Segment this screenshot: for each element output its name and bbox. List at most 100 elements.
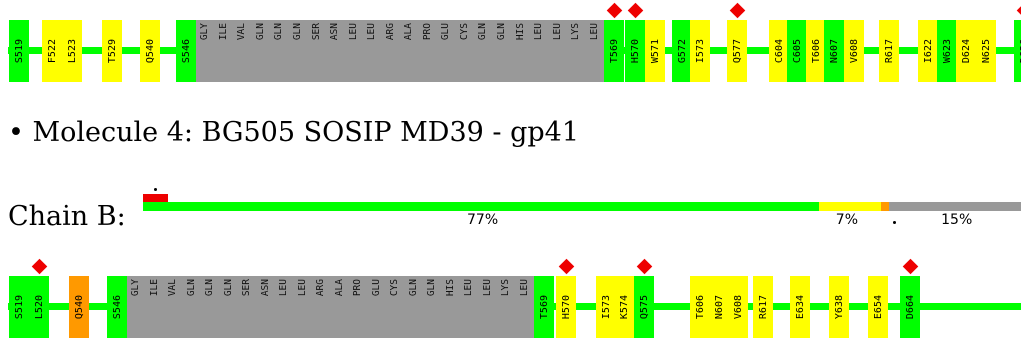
outlier-diamond-icon [31, 258, 47, 275]
residue-label: W623 [941, 38, 953, 64]
chain-quality-bar [143, 202, 1021, 211]
missing-residue-label: GLN [204, 279, 216, 297]
top-residue-i622: I622 [918, 20, 938, 82]
residue-label: T529 [106, 38, 118, 64]
top-residue-s546: S546 [176, 20, 196, 82]
top-residue-w623: W623 [937, 20, 957, 82]
chain-segment-missing [889, 202, 1021, 211]
residue-label: S546 [111, 294, 123, 320]
missing-residue-label: GLY [199, 23, 211, 41]
bottom-residue-d664: D664 [900, 276, 920, 338]
missing-residue-label: GLN [254, 23, 266, 41]
residue-label: D664 [904, 294, 916, 320]
bottom-residue-k574: K574 [614, 276, 634, 338]
residue-label: L520 [33, 294, 45, 320]
missing-residue-label: ARG [384, 23, 396, 41]
missing-residue-label: GLN [292, 23, 303, 41]
residue-label: N607 [713, 294, 725, 320]
top-residue-track: S519 F522 L523 T529 Q540 S546 T569 H570 W571 G572… [0, 0, 1021, 100]
residue-label: F522 [46, 38, 58, 64]
bottom-residue-e654: E654 [868, 276, 888, 338]
outlier-diamond-icon [636, 258, 652, 275]
bottom-residue-e634: E634 [790, 276, 810, 338]
missing-residue-label: GLN [185, 279, 197, 297]
chain-marker-dot [154, 188, 157, 191]
chain-segment-percent: 77% [467, 212, 499, 228]
missing-residue-label: GLY [130, 279, 142, 297]
top-residue-t529: T529 [102, 20, 122, 82]
missing-residue-label: GLN [222, 279, 234, 297]
residue-label: N607 [828, 38, 840, 64]
bottom-missing-segment: GLY ILE VAL GLN GLN GLN SER ASN LEU LEU ARG ALA PRO G… [127, 276, 534, 338]
top-residue-l523: L523 [62, 20, 82, 82]
missing-residue-label: LYS [570, 23, 582, 41]
missing-residue-label: CYS [458, 23, 470, 41]
top-residue-f522: F522 [42, 20, 62, 82]
residue-label: C604 [773, 38, 785, 64]
top-residue-q577: Q577 [727, 20, 747, 82]
residue-label: T606 [810, 38, 822, 64]
outlier-diamond-icon [729, 2, 745, 19]
residue-label: G572 [676, 38, 688, 64]
missing-residue-label: GLN [496, 23, 508, 41]
residue-label: S546 [180, 38, 192, 64]
chain-segment-percent: 15% [941, 212, 973, 228]
top-residue-c604: C604 [769, 20, 789, 82]
residue-label: V608 [848, 38, 860, 64]
residue-label: H570 [629, 38, 641, 64]
top-residue-n607: N607 [824, 20, 844, 82]
missing-residue-label: ASN [259, 279, 271, 297]
top-missing-segment: GLY ILE VAL GLN GLN GLN SER ASN LEU LEU ARG ALA PRO G… [196, 20, 604, 82]
residue-label: D624 [960, 38, 972, 64]
bottom-residue-i573: I573 [596, 276, 616, 338]
missing-residue-label: ILE [217, 23, 229, 41]
molecule-title: • Molecule 4: BG505 SOSIP MD39 - gp41 [8, 117, 580, 148]
top-residue-i573: I573 [690, 20, 710, 82]
missing-residue-label: HIS [444, 279, 456, 297]
chain-marker-dot [893, 221, 896, 224]
bottom-residue-t606: T606 [690, 276, 710, 338]
missing-residue-label: LEU [463, 279, 475, 297]
bottom-residue-s546: S546 [107, 276, 127, 338]
bottom-residue-h570: H570 [556, 276, 576, 338]
residue-label: N625 [980, 38, 992, 64]
missing-residue-label: CYS [389, 279, 401, 297]
top-residue-c605: C605 [787, 20, 807, 82]
missing-residue-label: LEU [588, 23, 600, 41]
missing-residue-label: LEU [296, 279, 308, 297]
top-residue-g572: G572 [672, 20, 692, 82]
missing-residue-label: LEU [518, 279, 530, 297]
missing-residue-label: GLN [477, 23, 489, 41]
chain-segment-percent: 7% [835, 212, 858, 228]
top-residue-r617: R617 [879, 20, 899, 82]
top-residue-q540: Q540 [140, 20, 160, 82]
residue-label: Q577 [731, 38, 743, 64]
top-residue-d626: D626 [1014, 20, 1021, 82]
residue-label: L523 [66, 38, 78, 64]
outlier-diamond-icon [902, 258, 918, 275]
bottom-residue-q540: Q540 [69, 276, 89, 338]
missing-residue-label: LEU [347, 23, 359, 41]
missing-residue-label: ALA [403, 23, 415, 41]
missing-residue-label: ALA [333, 279, 345, 297]
missing-residue-label: LEU [533, 23, 545, 41]
missing-residue-label: LEU [551, 23, 563, 41]
top-residue-v608: V608 [844, 20, 864, 82]
residue-label: E654 [872, 294, 884, 320]
missing-residue-label: LEU [481, 279, 493, 297]
residue-label: T569 [538, 294, 550, 320]
missing-residue-label: GLU [440, 23, 452, 41]
top-residue-t606: T606 [806, 20, 826, 82]
residue-label: I573 [600, 294, 612, 320]
outlier-diamond-icon [1016, 2, 1021, 19]
residue-label: Q540 [144, 38, 156, 64]
residue-label: K574 [618, 294, 630, 320]
residue-label: I622 [922, 38, 934, 64]
chain-segment-outlier-orange [880, 202, 890, 211]
residue-label: R617 [883, 38, 895, 64]
top-residue-n625: N625 [976, 20, 996, 82]
residue-label: S519 [13, 38, 25, 64]
bottom-residue-n607: N607 [709, 276, 729, 338]
bottom-residue-l520: L520 [29, 276, 49, 338]
bottom-residue-r617: R617 [753, 276, 773, 338]
